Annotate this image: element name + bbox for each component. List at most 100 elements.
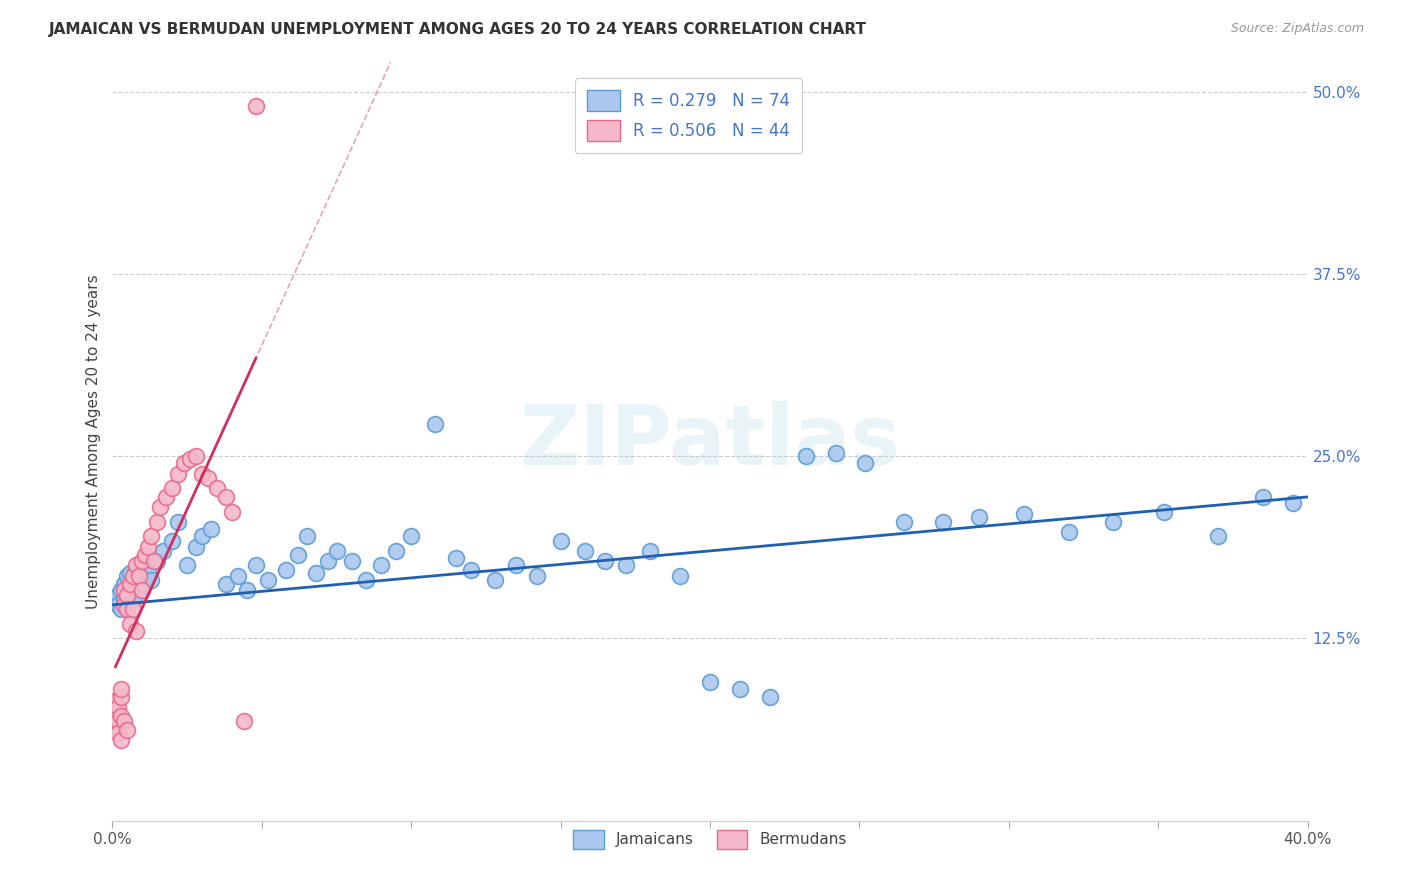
- Point: [110, 602, 132, 616]
- Point: [117, 588, 139, 602]
- Point: [146, 554, 169, 568]
- Point: [104, 719, 127, 733]
- Point: [110, 682, 132, 697]
- Point: [104, 694, 127, 708]
- Point: [141, 529, 163, 543]
- Point: [401, 529, 423, 543]
- Point: [149, 500, 172, 515]
- Point: [245, 99, 267, 113]
- Point: [167, 515, 190, 529]
- Point: [305, 566, 328, 580]
- Point: [595, 554, 617, 568]
- Point: [425, 417, 447, 431]
- Point: [152, 544, 174, 558]
- Point: [114, 714, 135, 729]
- Point: [134, 577, 156, 591]
- Point: [295, 529, 318, 543]
- Point: [221, 504, 243, 518]
- Point: [125, 558, 148, 573]
- Point: [120, 616, 142, 631]
- Point: [122, 573, 145, 587]
- Point: [179, 452, 201, 467]
- Point: [245, 558, 267, 573]
- Point: [385, 544, 408, 558]
- Point: [574, 544, 596, 558]
- Point: [114, 583, 135, 598]
- Point: [125, 624, 148, 639]
- Point: [616, 558, 638, 573]
- Point: [186, 449, 208, 463]
- Point: [131, 558, 153, 573]
- Point: [1206, 529, 1229, 543]
- Point: [1057, 524, 1080, 539]
- Point: [669, 568, 692, 582]
- Point: [162, 533, 183, 548]
- Point: [110, 690, 132, 704]
- Point: [794, 449, 817, 463]
- Point: [107, 588, 129, 602]
- Point: [155, 490, 177, 504]
- Point: [356, 573, 378, 587]
- Point: [215, 490, 238, 504]
- Point: [176, 558, 198, 573]
- Point: [460, 563, 482, 577]
- Point: [125, 583, 148, 598]
- Point: [257, 573, 280, 587]
- Point: [120, 588, 142, 602]
- Point: [104, 595, 127, 609]
- Point: [484, 573, 506, 587]
- Point: [146, 515, 169, 529]
- Text: Source: ZipAtlas.com: Source: ZipAtlas.com: [1230, 22, 1364, 36]
- Point: [117, 723, 139, 738]
- Point: [110, 583, 132, 598]
- Y-axis label: Unemployment Among Ages 20 to 24 years: Unemployment Among Ages 20 to 24 years: [86, 274, 101, 609]
- Point: [131, 554, 153, 568]
- Point: [316, 554, 339, 568]
- Point: [759, 690, 782, 704]
- Point: [117, 602, 139, 616]
- Point: [117, 568, 139, 582]
- Point: [505, 558, 527, 573]
- Point: [855, 457, 877, 471]
- Point: [205, 481, 228, 495]
- Point: [728, 682, 751, 697]
- Point: [162, 481, 183, 495]
- Point: [226, 568, 249, 582]
- Point: [932, 515, 955, 529]
- Point: [444, 551, 467, 566]
- Point: [131, 568, 153, 582]
- Point: [274, 563, 297, 577]
- Point: [1012, 508, 1035, 522]
- Point: [110, 733, 132, 747]
- Point: [191, 529, 214, 543]
- Point: [640, 544, 662, 558]
- Point: [110, 708, 132, 723]
- Text: ZIPatlas: ZIPatlas: [520, 401, 900, 482]
- Point: [138, 540, 160, 554]
- Point: [967, 510, 990, 524]
- Text: JAMAICAN VS BERMUDAN UNEMPLOYMENT AMONG AGES 20 TO 24 YEARS CORRELATION CHART: JAMAICAN VS BERMUDAN UNEMPLOYMENT AMONG …: [49, 22, 868, 37]
- Point: [186, 540, 208, 554]
- Point: [325, 544, 347, 558]
- Legend: Jamaicans, Bermudans: Jamaicans, Bermudans: [567, 824, 853, 855]
- Point: [122, 568, 145, 582]
- Point: [128, 580, 150, 594]
- Point: [120, 577, 142, 591]
- Point: [215, 577, 238, 591]
- Point: [117, 598, 139, 612]
- Point: [197, 471, 219, 485]
- Point: [114, 592, 135, 607]
- Point: [1153, 504, 1175, 518]
- Point: [1281, 496, 1303, 510]
- Point: [114, 577, 135, 591]
- Point: [138, 563, 160, 577]
- Point: [287, 548, 309, 563]
- Point: [370, 558, 392, 573]
- Point: [550, 533, 572, 548]
- Point: [200, 522, 222, 536]
- Point: [893, 515, 915, 529]
- Point: [699, 675, 721, 690]
- Point: [526, 568, 548, 582]
- Point: [236, 583, 259, 598]
- Point: [1102, 515, 1125, 529]
